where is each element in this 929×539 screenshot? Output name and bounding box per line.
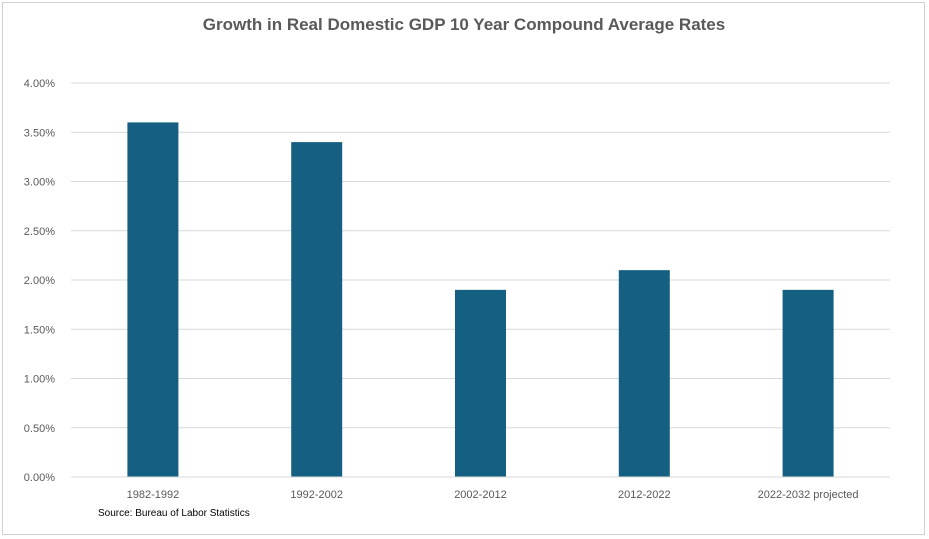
source-note: Source: Bureau of Labor Statistics	[98, 508, 250, 519]
y-tick-label: 1.50%	[24, 324, 55, 336]
bar-chart: Growth in Real Domestic GDP 10 Year Comp…	[24, 15, 890, 519]
y-tick-label: 2.50%	[24, 226, 55, 238]
x-tick-label: 2022-2032 projected	[758, 489, 859, 501]
y-tick-label: 3.50%	[24, 127, 55, 139]
bars	[127, 122, 834, 478]
y-tick-label: 1.00%	[24, 374, 55, 386]
x-tick-label: 1992-2002	[290, 489, 343, 501]
chart-title: Growth in Real Domestic GDP 10 Year Comp…	[203, 15, 725, 34]
x-tick-label: 2002-2012	[454, 489, 507, 501]
y-tick-label: 0.00%	[24, 472, 55, 484]
x-tick-label: 1982-1992	[127, 489, 180, 501]
y-tick-label: 4.00%	[24, 78, 55, 90]
bar	[127, 122, 179, 478]
y-axis-tick-labels: 0.00% 0.50% 1.00% 1.50% 2.00% 2.50% 3.00% 3.50%…	[24, 78, 55, 484]
y-tick-label: 2.00%	[24, 275, 55, 287]
bar	[455, 289, 506, 477]
x-tick-label: 2012-2022	[618, 489, 671, 501]
bar	[618, 270, 670, 477]
bar	[782, 289, 834, 477]
x-axis-tick-labels: 1982-1992 1992-2002 2002-2012 2012-2022 2022…	[127, 489, 859, 501]
y-tick-label: 0.50%	[24, 423, 55, 435]
y-tick-label: 3.00%	[24, 177, 55, 189]
bar	[291, 142, 343, 477]
